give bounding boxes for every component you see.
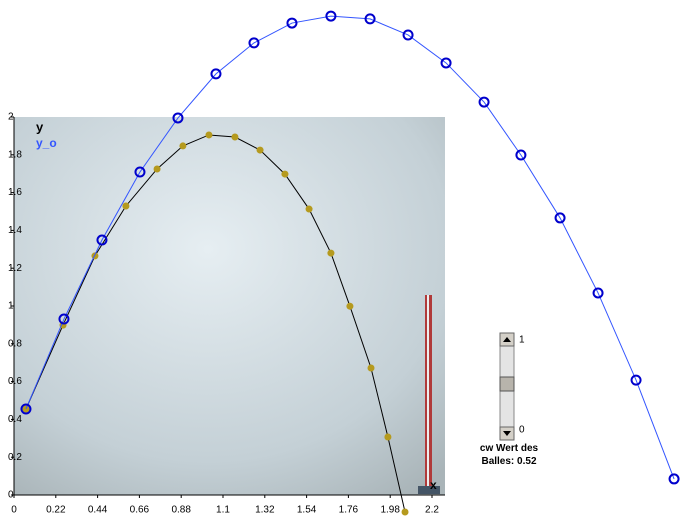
data-point: [286, 17, 298, 29]
data-point: [515, 149, 527, 161]
y-tick-label: 0.4: [8, 414, 22, 425]
data-point: [346, 302, 354, 310]
data-point: [91, 252, 99, 260]
slider[interactable]: [499, 332, 515, 441]
data-point: [179, 142, 187, 150]
y-tick-label: 0.2: [8, 452, 22, 463]
x-tick-label: 0.44: [88, 505, 108, 516]
y-tick-label: 0.8: [8, 338, 22, 349]
x-tick-label: 1.76: [339, 505, 359, 516]
x-axis-label: x: [430, 478, 437, 492]
data-point: [440, 57, 452, 69]
data-point: [134, 166, 146, 178]
x-tick-label: 0.66: [130, 505, 150, 516]
x-tick-label: 1.1: [216, 505, 230, 516]
x-tick-label: 0: [11, 505, 17, 516]
x-tick-label: 0.22: [46, 505, 66, 516]
y-tick-label: 1.6: [8, 187, 22, 198]
data-point: [364, 13, 376, 25]
x-tick-label: 1.32: [255, 505, 275, 516]
slider-min: 0: [519, 425, 525, 436]
data-point: [256, 146, 264, 154]
pole-base: [418, 486, 440, 494]
data-point: [367, 364, 375, 372]
data-point: [122, 202, 130, 210]
slider-max: 1: [519, 335, 525, 346]
slider-caption: cw Wert des Balles: 0.52: [479, 443, 539, 467]
y-tick-label: 1: [8, 301, 14, 312]
data-point: [592, 287, 604, 299]
down-arrow: [503, 431, 511, 436]
data-point: [205, 131, 213, 139]
y-tick-label: 2: [8, 112, 14, 123]
y-tick-label: 0.6: [8, 376, 22, 387]
y-tick-label: 1.8: [8, 149, 22, 160]
data-point: [327, 249, 335, 257]
data-point: [630, 374, 642, 386]
y-tick-label: 1.4: [8, 225, 22, 236]
legend-y-o: y_o: [36, 136, 57, 150]
data-point: [96, 234, 108, 246]
series-line: [25, 15, 675, 480]
data-point: [20, 403, 32, 415]
data-point: [281, 170, 289, 178]
legend-y: y: [36, 119, 44, 134]
data-point: [153, 165, 161, 173]
series-line: [25, 134, 406, 513]
x-tick-label: 2.2: [425, 505, 439, 516]
data-point: [172, 112, 184, 124]
measuring-pole-stripe: [427, 295, 429, 490]
data-point: [554, 212, 566, 224]
x-tick-label: 1.98: [380, 505, 400, 516]
y-tick-label: 0: [8, 490, 14, 501]
data-point: [58, 313, 70, 325]
data-point: [668, 473, 680, 485]
data-point: [401, 508, 409, 516]
data-point: [478, 96, 490, 108]
up-arrow: [503, 337, 511, 342]
x-tick-label: 1.54: [297, 505, 317, 516]
slider-thumb[interactable]: [499, 376, 515, 392]
data-point: [325, 10, 337, 22]
data-point: [248, 37, 260, 49]
data-point: [305, 205, 313, 213]
data-point: [210, 68, 222, 80]
data-point: [402, 29, 414, 41]
data-point: [231, 133, 239, 141]
data-point: [384, 433, 392, 441]
photo-background: [14, 117, 445, 495]
x-tick-label: 0.88: [171, 505, 191, 516]
y-tick-label: 1.2: [8, 263, 22, 274]
